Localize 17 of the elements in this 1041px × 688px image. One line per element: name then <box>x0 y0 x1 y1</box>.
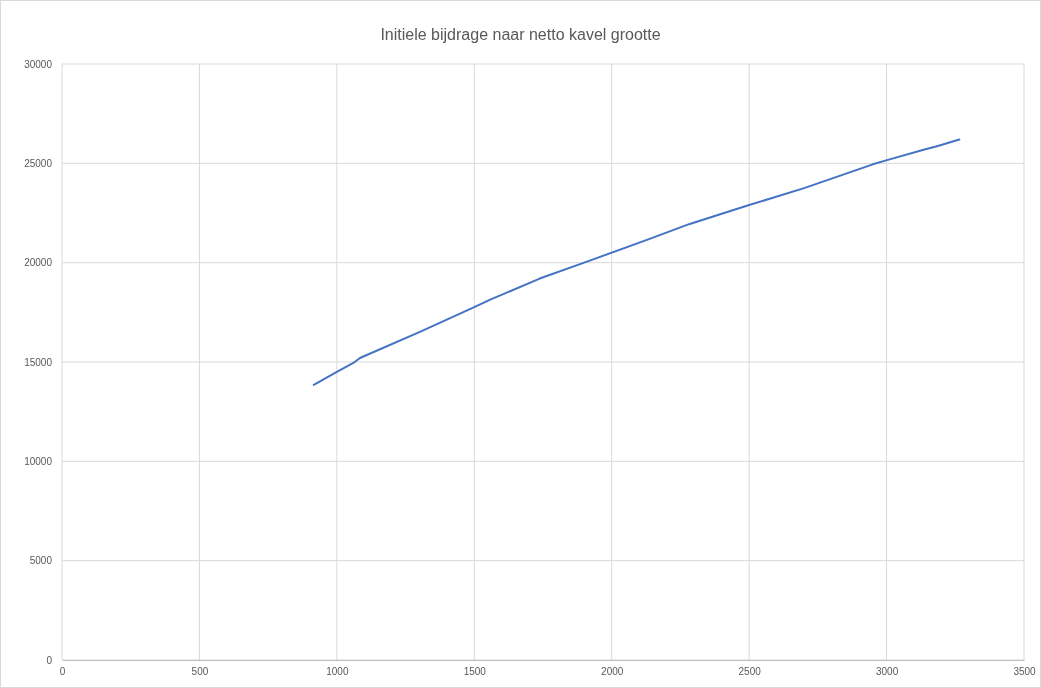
y-tick-label: 20000 <box>24 257 53 269</box>
y-tick-label: 10000 <box>24 456 53 468</box>
line-series <box>312 138 961 386</box>
y-tick-label: 5000 <box>29 555 53 567</box>
x-tick-label: 1000 <box>326 666 349 678</box>
x-tick-label: 0 <box>59 666 66 678</box>
y-tick-label: 15000 <box>24 356 53 368</box>
x-tick-label: 2000 <box>601 666 624 678</box>
x-tick-label: 1500 <box>463 666 487 678</box>
x-tick-label: 500 <box>191 666 209 678</box>
x-tick-label: 3500 <box>1013 666 1037 678</box>
y-tick-label: 30000 <box>24 58 53 70</box>
chart-title: Initiele bijdrage naar netto kavel grootte <box>380 26 661 43</box>
y-tick-label: 0 <box>46 654 53 666</box>
x-tick-label: 2500 <box>738 666 762 678</box>
x-tick-label: 3000 <box>875 666 899 678</box>
y-tick-label: 25000 <box>24 158 53 170</box>
